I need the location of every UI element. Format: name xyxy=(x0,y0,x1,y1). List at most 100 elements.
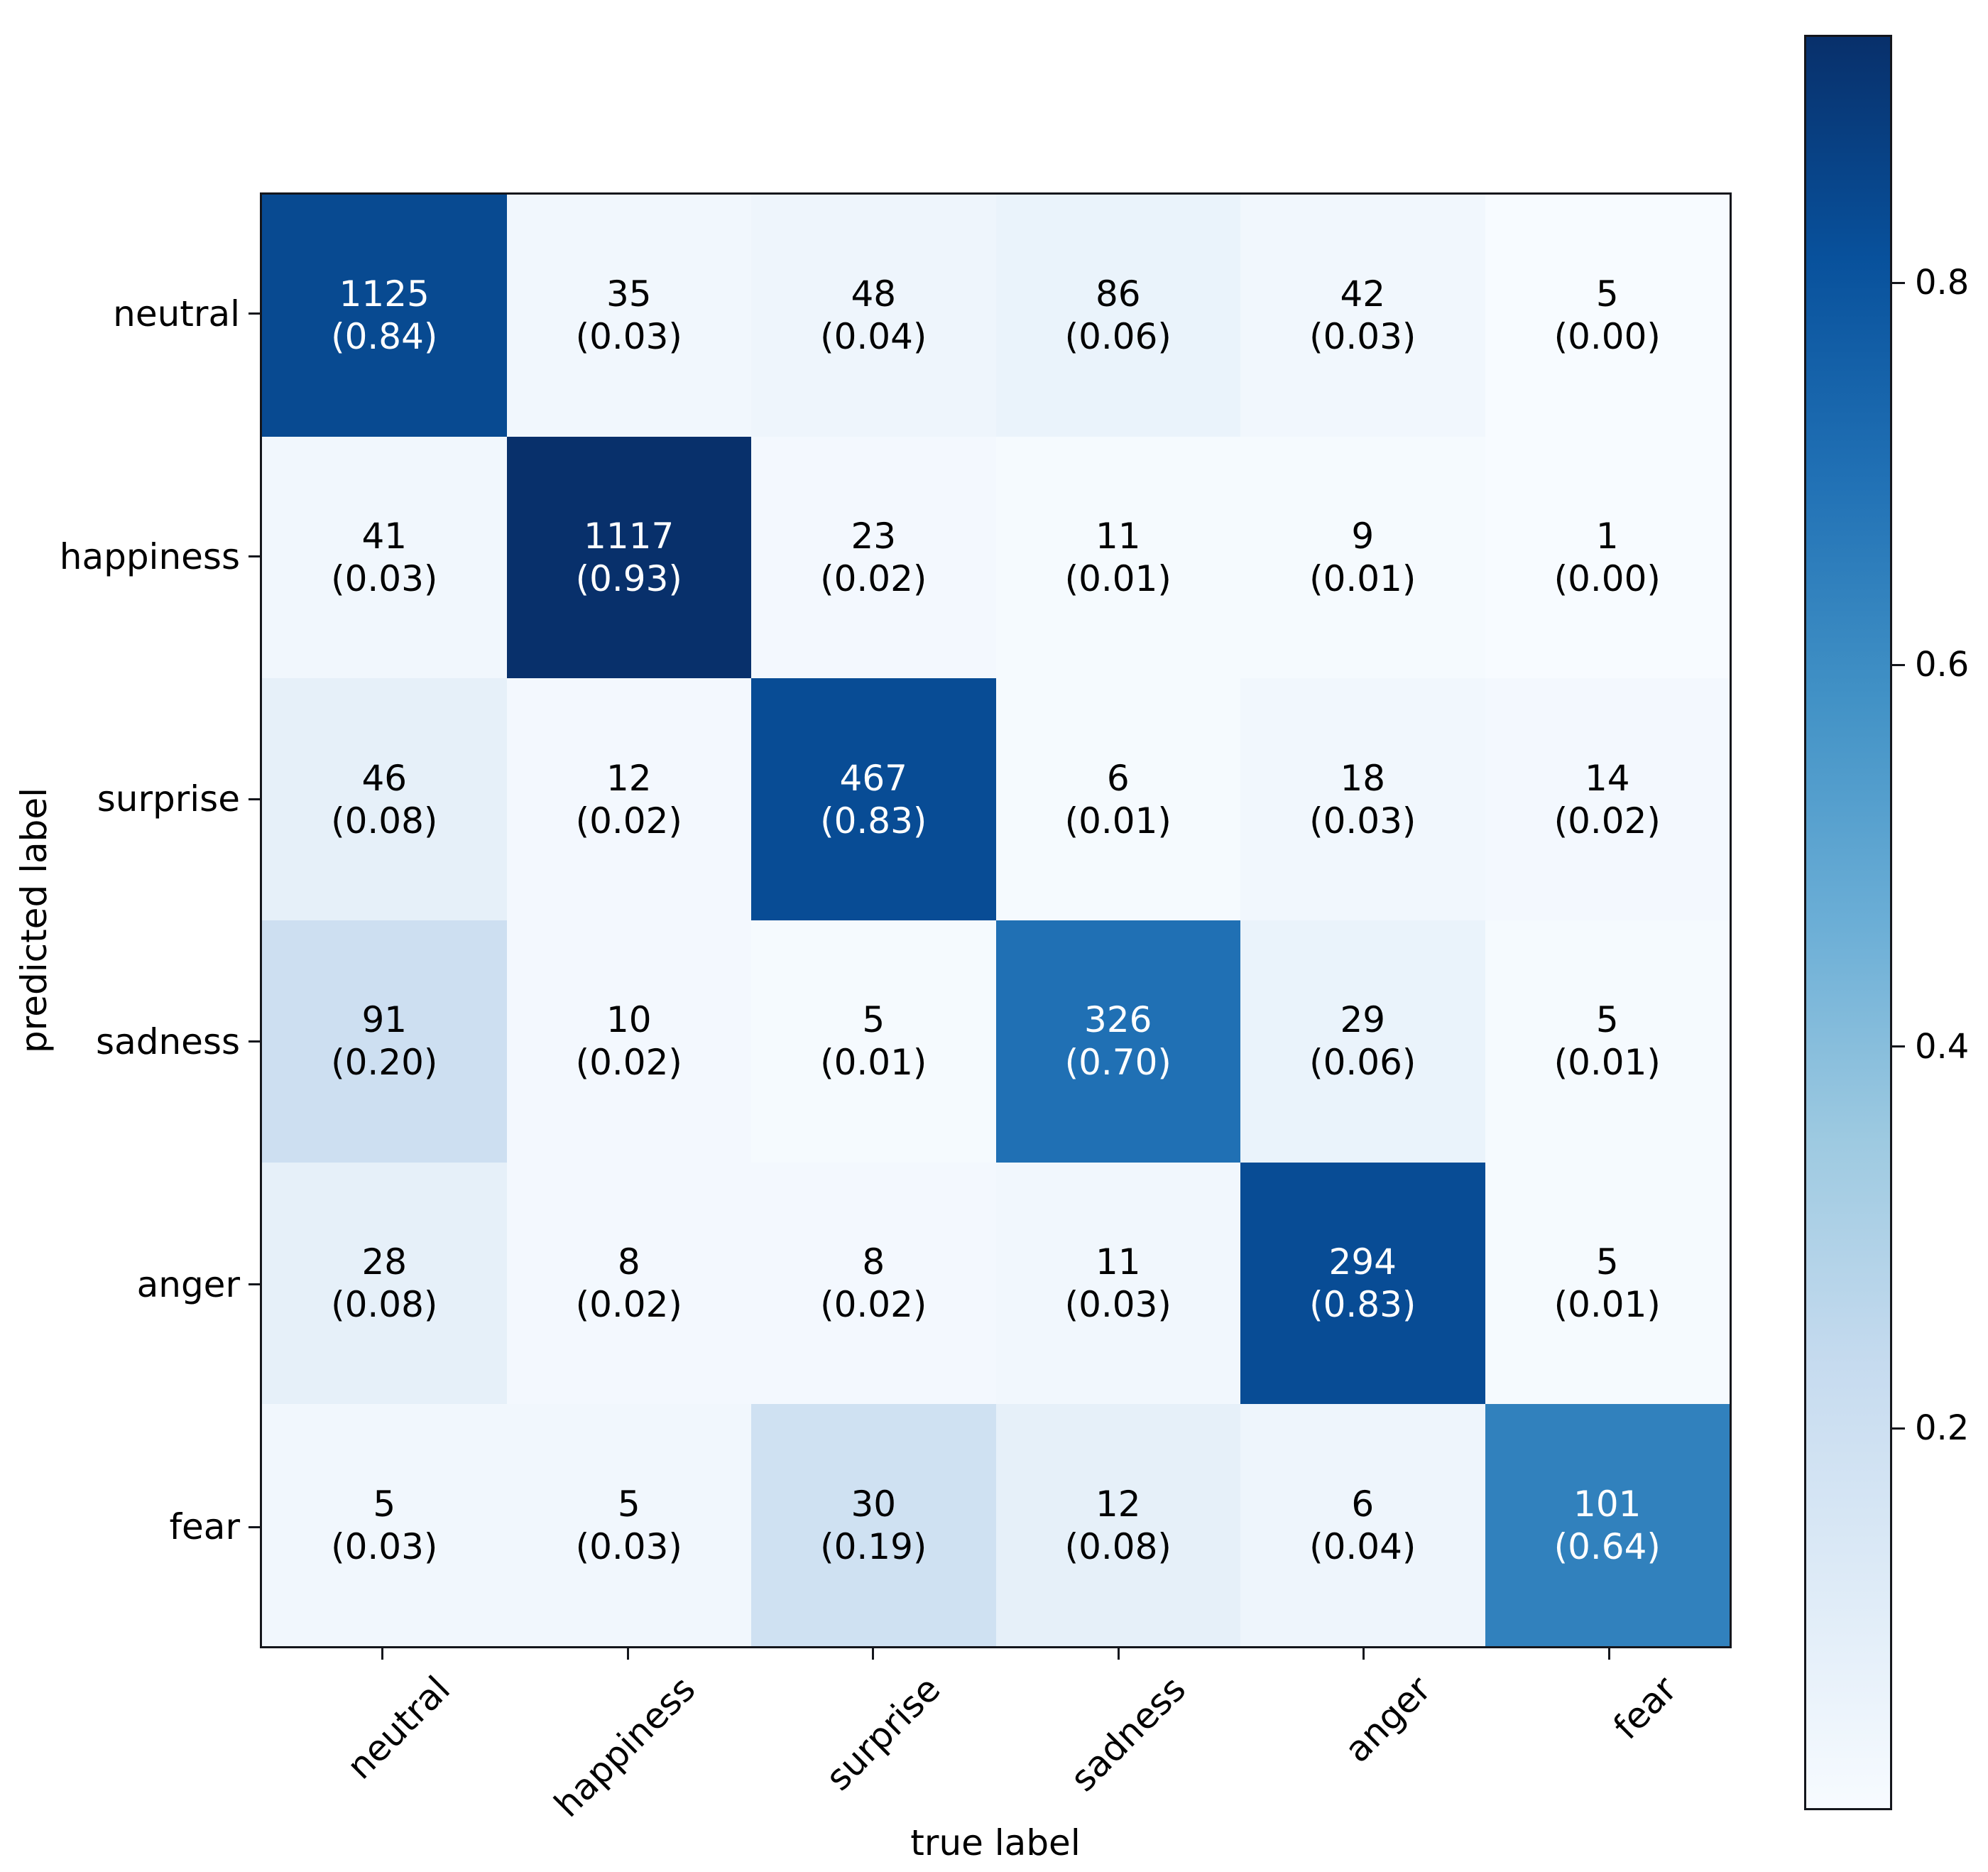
y-tick-label-sadness: sadness xyxy=(96,1021,240,1062)
x-tick-label-fear: fear xyxy=(1605,1668,1685,1748)
cell-count: 467 xyxy=(839,757,907,799)
heatmap-cell-happiness-sadness: 11 (0.01) xyxy=(995,436,1240,679)
heatmap-cell-fear-neutral: 5 (0.03) xyxy=(262,1404,507,1646)
heatmap-cell-fear-surprise: 30 (0.19) xyxy=(751,1404,996,1646)
cell-fraction: (0.01) xyxy=(1064,800,1172,842)
cell-fraction: (0.03) xyxy=(1309,316,1416,358)
colorbar-tick-mark xyxy=(1892,1427,1905,1430)
cell-count: 86 xyxy=(1095,273,1141,315)
cell-fraction: (0.02) xyxy=(575,800,682,842)
y-tick-label-anger: anger xyxy=(136,1263,240,1305)
y-tick-label-fear: fear xyxy=(169,1506,240,1548)
colorbar-tick-mark xyxy=(1892,663,1905,666)
cell-count: 91 xyxy=(361,999,408,1041)
colorbar-tick-label-0.2: 0.2 xyxy=(1915,1408,1970,1449)
x-tick-label-anger: anger xyxy=(1337,1668,1439,1770)
heatmap-cell-sadness-fear: 5 (0.01) xyxy=(1485,920,1730,1163)
heatmap-cell-anger-happiness: 8 (0.02) xyxy=(506,1162,751,1405)
x-tick-mark xyxy=(872,1648,875,1660)
heatmap-cell-surprise-anger: 18 (0.03) xyxy=(1240,678,1485,920)
heatmap-cell-neutral-surprise: 48 (0.04) xyxy=(751,195,996,437)
cell-fraction: (0.01) xyxy=(820,1042,927,1084)
cell-fraction: (0.03) xyxy=(575,316,682,358)
y-tick-label-neutral: neutral xyxy=(113,293,240,334)
heatmap-cell-happiness-surprise: 23 (0.02) xyxy=(751,436,996,679)
colorbar-tick-label-0.6: 0.6 xyxy=(1915,645,1970,685)
cell-fraction: (0.02) xyxy=(820,1283,927,1325)
cell-fraction: (0.01) xyxy=(1064,557,1172,599)
cell-count: 12 xyxy=(606,757,652,799)
cell-count: 1117 xyxy=(584,515,674,557)
heatmap-grid: 1125 (0.84) 35 (0.03) 48 (0.04) 86 (0.06) 42 (0.0… xyxy=(260,192,1732,1648)
heatmap-cell-sadness-sadness: 326 (0.70) xyxy=(995,920,1240,1163)
heatmap-cell-neutral-anger: 42 (0.03) xyxy=(1240,195,1485,437)
x-axis-title: true label xyxy=(910,1822,1081,1863)
cell-fraction: (0.00) xyxy=(1553,316,1661,358)
cell-count: 10 xyxy=(606,999,652,1041)
cell-fraction: (0.03) xyxy=(1064,1283,1172,1325)
cell-fraction: (0.93) xyxy=(575,557,682,599)
cell-fraction: (0.02) xyxy=(1553,800,1661,842)
cell-count: 5 xyxy=(1595,999,1619,1041)
cell-count: 46 xyxy=(361,757,408,799)
cell-fraction: (0.83) xyxy=(1309,1283,1416,1325)
cell-fraction: (0.00) xyxy=(1553,557,1661,599)
y-tick-mark xyxy=(248,312,260,315)
heatmap-cell-fear-anger: 6 (0.04) xyxy=(1240,1404,1485,1646)
x-tick-mark xyxy=(1117,1648,1120,1660)
cell-count: 30 xyxy=(851,1483,897,1525)
y-tick-label-surprise: surprise xyxy=(97,778,240,820)
heatmap-cell-fear-fear: 101 (0.64) xyxy=(1485,1404,1730,1646)
cell-count: 35 xyxy=(606,273,652,315)
heatmap-cell-anger-fear: 5 (0.01) xyxy=(1485,1162,1730,1405)
cell-count: 11 xyxy=(1095,515,1141,557)
cell-count: 42 xyxy=(1340,273,1386,315)
cell-fraction: (0.03) xyxy=(331,557,438,599)
cell-count: 29 xyxy=(1340,999,1386,1041)
heatmap-cell-surprise-happiness: 12 (0.02) xyxy=(506,678,751,920)
heatmap-cell-happiness-happiness: 1117 (0.93) xyxy=(506,436,751,679)
cell-count: 1125 xyxy=(339,273,430,315)
heatmap-cell-happiness-anger: 9 (0.01) xyxy=(1240,436,1485,679)
colorbar-tick-mark xyxy=(1892,1045,1905,1048)
heatmap-cell-surprise-fear: 14 (0.02) xyxy=(1485,678,1730,920)
heatmap-cell-fear-happiness: 5 (0.03) xyxy=(506,1404,751,1646)
cell-fraction: (0.01) xyxy=(1309,557,1416,599)
heatmap-cell-surprise-sadness: 6 (0.01) xyxy=(995,678,1240,920)
heatmap-cell-anger-neutral: 28 (0.08) xyxy=(262,1162,507,1405)
cell-count: 14 xyxy=(1584,757,1630,799)
heatmap-cell-surprise-neutral: 46 (0.08) xyxy=(262,678,507,920)
heatmap-cell-sadness-neutral: 91 (0.20) xyxy=(262,920,507,1163)
x-tick-mark xyxy=(1362,1648,1365,1660)
colorbar-tick-mark xyxy=(1892,281,1905,284)
x-tick-label-neutral: neutral xyxy=(339,1668,458,1787)
cell-count: 5 xyxy=(1595,1241,1619,1283)
cell-fraction: (0.19) xyxy=(820,1525,927,1567)
cell-count: 9 xyxy=(1351,515,1375,557)
heatmap-cell-neutral-fear: 5 (0.00) xyxy=(1485,195,1730,437)
y-tick-mark xyxy=(248,1040,260,1043)
cell-fraction: (0.08) xyxy=(331,1283,438,1325)
cell-fraction: (0.03) xyxy=(575,1525,682,1567)
heatmap-cell-sadness-happiness: 10 (0.02) xyxy=(506,920,751,1163)
cell-fraction: (0.64) xyxy=(1553,1525,1661,1567)
y-tick-mark xyxy=(248,1525,260,1528)
heatmap-cell-neutral-happiness: 35 (0.03) xyxy=(506,195,751,437)
cell-fraction: (0.06) xyxy=(1064,316,1172,358)
x-tick-mark xyxy=(1607,1648,1610,1660)
heatmap-cell-neutral-neutral: 1125 (0.84) xyxy=(262,195,507,437)
cell-count: 8 xyxy=(617,1241,640,1283)
cell-fraction: (0.01) xyxy=(1553,1042,1661,1084)
cell-fraction: (0.02) xyxy=(820,557,927,599)
x-tick-mark xyxy=(381,1648,384,1660)
y-tick-mark xyxy=(248,798,260,800)
cell-count: 12 xyxy=(1095,1483,1141,1525)
colorbar-tick-label-0.8: 0.8 xyxy=(1915,263,1970,303)
cell-fraction: (0.70) xyxy=(1064,1042,1172,1084)
cell-count: 101 xyxy=(1573,1483,1642,1525)
colorbar xyxy=(1804,35,1892,1810)
x-tick-mark xyxy=(626,1648,629,1660)
y-tick-label-happiness: happiness xyxy=(59,535,240,577)
cell-count: 5 xyxy=(862,999,885,1041)
